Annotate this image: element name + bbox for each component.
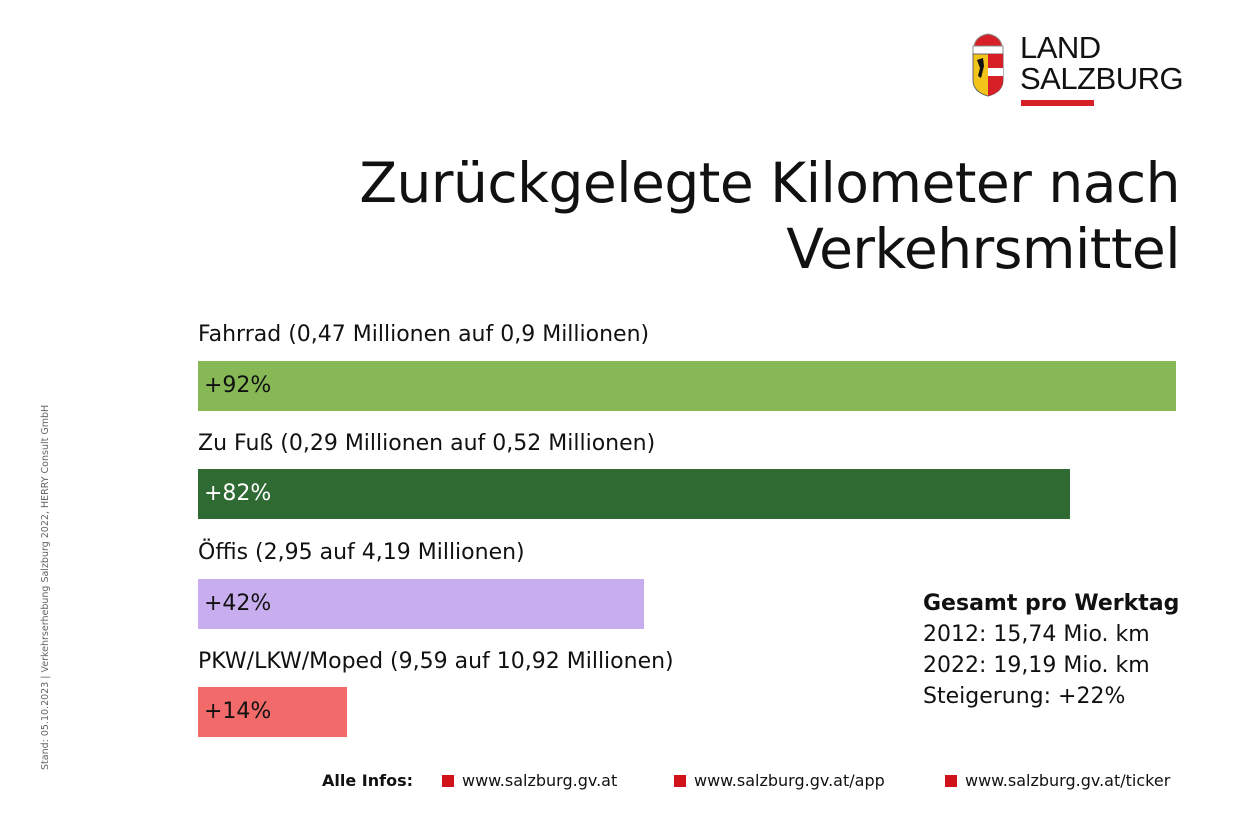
- title-line1: Zurückgelegte Kilometer nach: [359, 151, 1180, 215]
- bar: +92%: [198, 361, 1176, 411]
- bar-value-label: +92%: [204, 373, 272, 398]
- summary-line-2012: 2012: 15,74 Mio. km: [923, 622, 1150, 647]
- logo-line2: SALZBURG: [1020, 61, 1184, 96]
- link-text[interactable]: www.salzburg.gv.at/ticker: [965, 771, 1171, 790]
- bullet-square-icon: [674, 774, 686, 787]
- bar: +14%: [198, 687, 347, 737]
- land-salzburg-logo: LAND SALZBURG: [970, 30, 1185, 110]
- link-text[interactable]: www.salzburg.gv.at/app: [694, 771, 885, 790]
- title-line2: Verkehrsmittel: [786, 217, 1180, 281]
- bar: +42%: [198, 579, 645, 629]
- summary-line-2022: 2022: 19,19 Mio. km: [923, 653, 1150, 678]
- category-label: Fahrrad (0,47 Millionen auf 0,9 Millione…: [198, 322, 650, 347]
- category-label: PKW/LKW/Moped (9,59 auf 10,92 Millionen): [198, 649, 674, 674]
- summary-heading: Gesamt pro Werktag: [923, 591, 1180, 616]
- footer-link-main[interactable]: www.salzburg.gv.at: [442, 771, 617, 790]
- bullet-square-icon: [945, 774, 957, 787]
- source-note: Stand: 05.10.2023 | Verkehrserhebung Sal…: [40, 404, 51, 770]
- summary-box: Gesamt pro Werktag 2012: 15,74 Mio. km 2…: [923, 588, 1179, 712]
- bullet-square-icon: [442, 774, 454, 787]
- link-text[interactable]: www.salzburg.gv.at: [462, 771, 618, 790]
- footer-link-app[interactable]: www.salzburg.gv.at/app: [674, 771, 885, 790]
- bar-value-label: +82%: [204, 481, 272, 506]
- bar-value-label: +42%: [204, 591, 272, 616]
- chart-title: Zurückgelegte Kilometer nach Verkehrsmit…: [359, 150, 1180, 282]
- logo-text: LAND SALZBURG: [1020, 30, 1184, 96]
- footer-link-ticker[interactable]: www.salzburg.gv.at/ticker: [945, 771, 1170, 790]
- coat-of-arms-icon: [972, 33, 1004, 97]
- logo-underline: [1021, 100, 1094, 106]
- category-label: Öffis (2,95 auf 4,19 Millionen): [198, 540, 525, 565]
- footer-label: Alle Infos:: [322, 771, 413, 790]
- bar-value-label: +14%: [204, 699, 272, 724]
- logo-line1: LAND: [1020, 30, 1101, 65]
- summary-line-increase: Steigerung: +22%: [923, 684, 1126, 709]
- category-label: Zu Fuß (0,29 Millionen auf 0,52 Millione…: [198, 431, 656, 456]
- bar: +82%: [198, 469, 1070, 519]
